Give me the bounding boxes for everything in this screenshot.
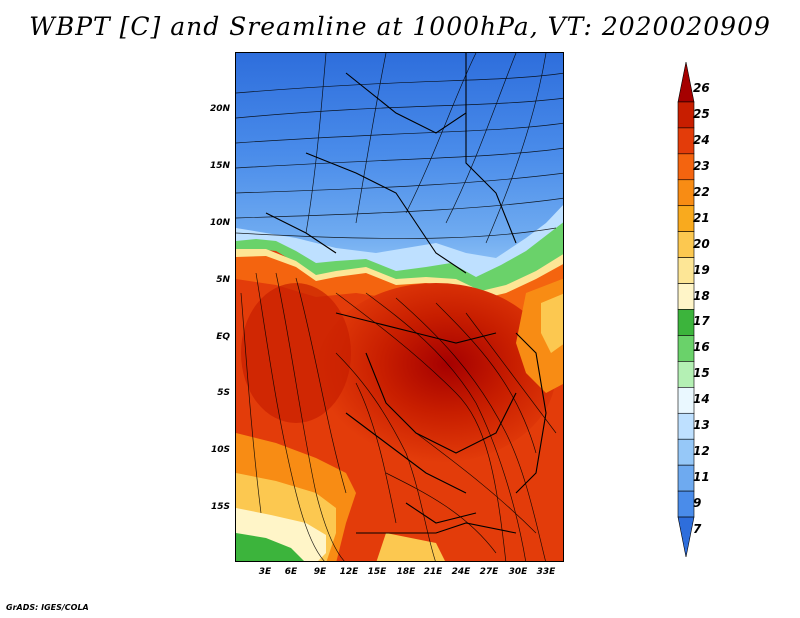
colorbar-label-14: 14 xyxy=(693,392,710,407)
colorbar-label-18: 18 xyxy=(693,288,710,303)
colorbar-swatch-20 xyxy=(677,231,695,258)
lat-tick-10n: 10N xyxy=(209,218,230,228)
colorbar-swatch-17 xyxy=(677,309,695,336)
hot-core xyxy=(316,283,556,463)
map-panel xyxy=(235,52,564,562)
colorbar-swatch-26 xyxy=(677,62,695,103)
lat-tick-20n: 20N xyxy=(209,104,230,114)
colorbar-swatch-25 xyxy=(677,101,695,129)
lat-tick-15s: 15S xyxy=(210,502,230,512)
lat-tick-eq: EQ xyxy=(216,332,230,342)
lon-tick-9e: 9E xyxy=(313,567,327,577)
grads-footer: GrADS: IGES/COLA xyxy=(6,603,89,612)
colorbar-label-22: 22 xyxy=(693,184,710,199)
colorbar xyxy=(677,62,695,557)
colorbar-label-11: 11 xyxy=(693,470,710,485)
east-yellow xyxy=(541,293,563,353)
lon-tick-24e: 24E xyxy=(451,567,471,577)
colorbar-label-15: 15 xyxy=(693,366,710,381)
colorbar-swatch-16 xyxy=(677,335,695,362)
colorbar-label-21: 21 xyxy=(693,210,710,225)
yellow-strip xyxy=(236,249,563,301)
colorbar-label-20: 20 xyxy=(693,236,710,251)
lat-tick-5s: 5S xyxy=(217,388,230,398)
colorbar-label-12: 12 xyxy=(693,444,710,459)
lon-tick-33e: 33E xyxy=(536,567,556,577)
lon-tick-3e: 3E xyxy=(258,567,272,577)
colorbar-swatch-12 xyxy=(677,438,695,466)
colorbar-label-19: 19 xyxy=(693,262,710,277)
colorbar-label-13: 13 xyxy=(693,418,710,433)
colorbar-swatch-23 xyxy=(677,153,695,181)
lon-tick-30e: 30E xyxy=(508,567,528,577)
colorbar-label-16: 16 xyxy=(693,340,710,355)
lon-tick-12e: 12E xyxy=(339,567,359,577)
colorbar-label-24: 24 xyxy=(693,132,710,147)
lon-tick-15e: 15E xyxy=(367,567,387,577)
southwest-green xyxy=(236,533,304,561)
colorbar-swatch-19 xyxy=(677,257,695,284)
lon-tick-21e: 21E xyxy=(423,567,443,577)
cold-region xyxy=(236,53,563,278)
colorbar-label-26: 26 xyxy=(693,80,710,95)
lat-tick-15n: 15N xyxy=(209,161,230,171)
hot-west xyxy=(241,283,351,423)
colorbar-swatch-21 xyxy=(677,205,695,232)
lon-tick-6e: 6E xyxy=(284,567,298,577)
colorbar-swatch-22 xyxy=(677,179,695,207)
south-yellow xyxy=(376,533,445,561)
colorbar-label-7: 7 xyxy=(693,522,702,537)
colorbar-swatch-11 xyxy=(677,464,695,492)
lat-tick-10s: 10S xyxy=(210,445,230,455)
colorbar-swatch-18 xyxy=(677,283,695,310)
colorbar-label-23: 23 xyxy=(693,158,710,173)
streamlines xyxy=(236,53,563,561)
lon-tick-27e: 27E xyxy=(479,567,499,577)
colorbar-label-9: 9 xyxy=(693,496,702,511)
colorbar-swatch-24 xyxy=(677,127,695,155)
colorbar-label-25: 25 xyxy=(693,106,710,121)
colorbar-swatch-9 xyxy=(677,490,695,518)
colorbar-swatch-15 xyxy=(677,361,695,388)
colorbar-label-17: 17 xyxy=(693,314,710,329)
colorbar-swatch-14 xyxy=(677,387,695,414)
lon-tick-18e: 18E xyxy=(396,567,416,577)
borders xyxy=(265,53,547,534)
map-title: WBPT [C] and Sreamline at 1000hPa, VT: 2… xyxy=(29,12,771,41)
colorbar-swatch-13 xyxy=(677,412,695,440)
lat-tick-5n: 5N xyxy=(216,275,230,285)
colorbar-swatch-7 xyxy=(677,516,695,557)
